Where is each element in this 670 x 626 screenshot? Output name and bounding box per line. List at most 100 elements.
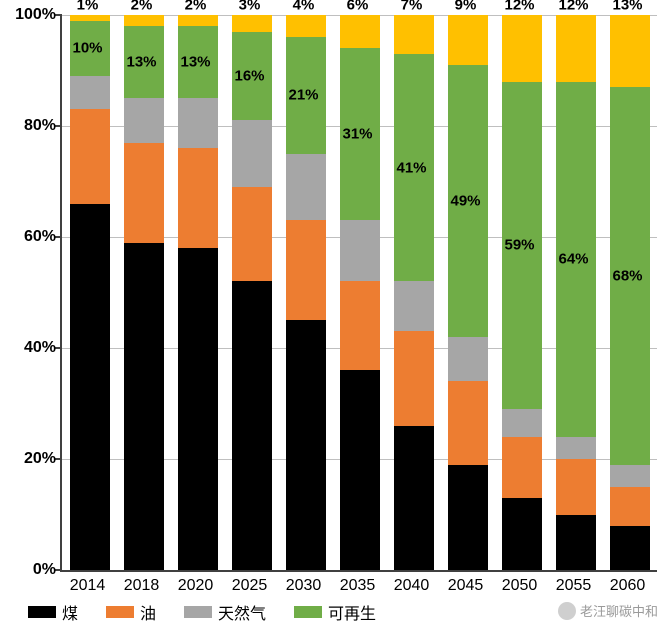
bar-segment-other <box>340 15 380 48</box>
bar-segment-gas <box>448 337 488 381</box>
bar-segment-gas <box>502 409 542 437</box>
data-label: 13% <box>126 54 156 71</box>
bar-segment-other <box>178 15 218 26</box>
bar-segment-oil <box>556 459 596 515</box>
bar-segment-gas <box>340 220 380 281</box>
plot-area <box>60 15 657 572</box>
x-axis-label: 2014 <box>70 577 106 595</box>
bar-group <box>70 15 110 570</box>
legend-swatch <box>184 606 212 618</box>
bar-segment-other <box>502 15 542 82</box>
data-label: 6% <box>347 0 369 14</box>
bar-group <box>340 15 380 570</box>
data-label: 2% <box>185 0 207 14</box>
bar-segment-gas <box>178 98 218 148</box>
x-axis-label: 2045 <box>448 577 484 595</box>
data-label: 4% <box>293 0 315 14</box>
y-axis-label: 40% <box>6 339 56 357</box>
chart-container: 煤油天然气可再生 老汪聊碳中和 0%20%40%60%80%100%201420… <box>0 0 670 626</box>
watermark-text: 老汪聊碳中和 <box>580 601 658 620</box>
legend-swatch <box>106 606 134 618</box>
bar-segment-coal <box>232 281 272 570</box>
data-label: 64% <box>558 251 588 268</box>
bar-segment-oil <box>448 381 488 464</box>
data-label: 21% <box>288 87 318 104</box>
x-axis-label: 2025 <box>232 577 268 595</box>
y-axis-label: 60% <box>6 228 56 246</box>
bar-segment-oil <box>70 109 110 203</box>
bar-segment-coal <box>502 498 542 570</box>
bar-segment-coal <box>394 426 434 570</box>
data-label: 12% <box>558 0 588 14</box>
bar-segment-gas <box>124 98 164 142</box>
data-label: 13% <box>612 0 642 14</box>
watermark: 老汪聊碳中和 <box>558 601 658 620</box>
x-axis-label: 2018 <box>124 577 160 595</box>
bar-group <box>124 15 164 570</box>
legend-item-oil: 油 <box>106 600 156 624</box>
bar-segment-other <box>610 15 650 87</box>
bar-segment-oil <box>502 437 542 498</box>
data-label: 10% <box>72 40 102 57</box>
bar-group <box>610 15 650 570</box>
bar-segment-coal <box>286 320 326 570</box>
bar-segment-gas <box>394 281 434 331</box>
bar-group <box>448 15 488 570</box>
bar-segment-gas <box>70 76 110 109</box>
bar-segment-oil <box>178 148 218 248</box>
bar-segment-gas <box>610 465 650 487</box>
data-label: 31% <box>342 126 372 143</box>
bar-group <box>502 15 542 570</box>
bar-segment-oil <box>394 331 434 425</box>
data-label: 41% <box>396 159 426 176</box>
bar-segment-other <box>448 15 488 65</box>
bar-segment-coal <box>70 204 110 570</box>
x-axis-label: 2020 <box>178 577 214 595</box>
data-label: 3% <box>239 0 261 14</box>
bar-segment-coal <box>178 248 218 570</box>
bar-segment-other <box>556 15 596 82</box>
legend-label: 油 <box>140 600 156 624</box>
legend-swatch <box>28 606 56 618</box>
bar-segment-gas <box>286 154 326 221</box>
y-axis-label: 100% <box>6 6 56 24</box>
bar-segment-coal <box>448 465 488 570</box>
bar-segment-oil <box>610 487 650 526</box>
y-axis-label: 0% <box>6 561 56 579</box>
legend-label: 可再生 <box>328 600 376 624</box>
data-label: 1% <box>77 0 99 14</box>
x-axis-label: 2035 <box>340 577 376 595</box>
bar-group <box>232 15 272 570</box>
legend-item-coal: 煤 <box>28 600 78 624</box>
legend-swatch <box>294 606 322 618</box>
legend-label: 天然气 <box>218 600 266 624</box>
bar-segment-coal <box>556 515 596 571</box>
data-label: 16% <box>234 68 264 85</box>
bar-segment-oil <box>232 187 272 281</box>
bar-group <box>556 15 596 570</box>
bar-segment-coal <box>340 370 380 570</box>
x-axis-label: 2040 <box>394 577 430 595</box>
x-axis-label: 2050 <box>502 577 538 595</box>
x-axis-label: 2060 <box>610 577 646 595</box>
bar-segment-other <box>286 15 326 37</box>
data-label: 59% <box>504 237 534 254</box>
bar-segment-oil <box>340 281 380 370</box>
wechat-icon <box>558 602 576 620</box>
bar-group <box>394 15 434 570</box>
legend-item-renewable: 可再生 <box>294 600 376 624</box>
data-label: 13% <box>180 54 210 71</box>
data-label: 12% <box>504 0 534 14</box>
bar-segment-other <box>394 15 434 54</box>
bar-group <box>178 15 218 570</box>
bar-segment-other <box>124 15 164 26</box>
x-axis-label: 2030 <box>286 577 322 595</box>
bar-segment-gas <box>232 120 272 187</box>
data-label: 2% <box>131 0 153 14</box>
bar-segment-oil <box>124 143 164 243</box>
data-label: 68% <box>612 267 642 284</box>
legend-item-gas: 天然气 <box>184 600 266 624</box>
bar-segment-coal <box>124 243 164 570</box>
bar-segment-other <box>232 15 272 32</box>
x-axis-label: 2055 <box>556 577 592 595</box>
